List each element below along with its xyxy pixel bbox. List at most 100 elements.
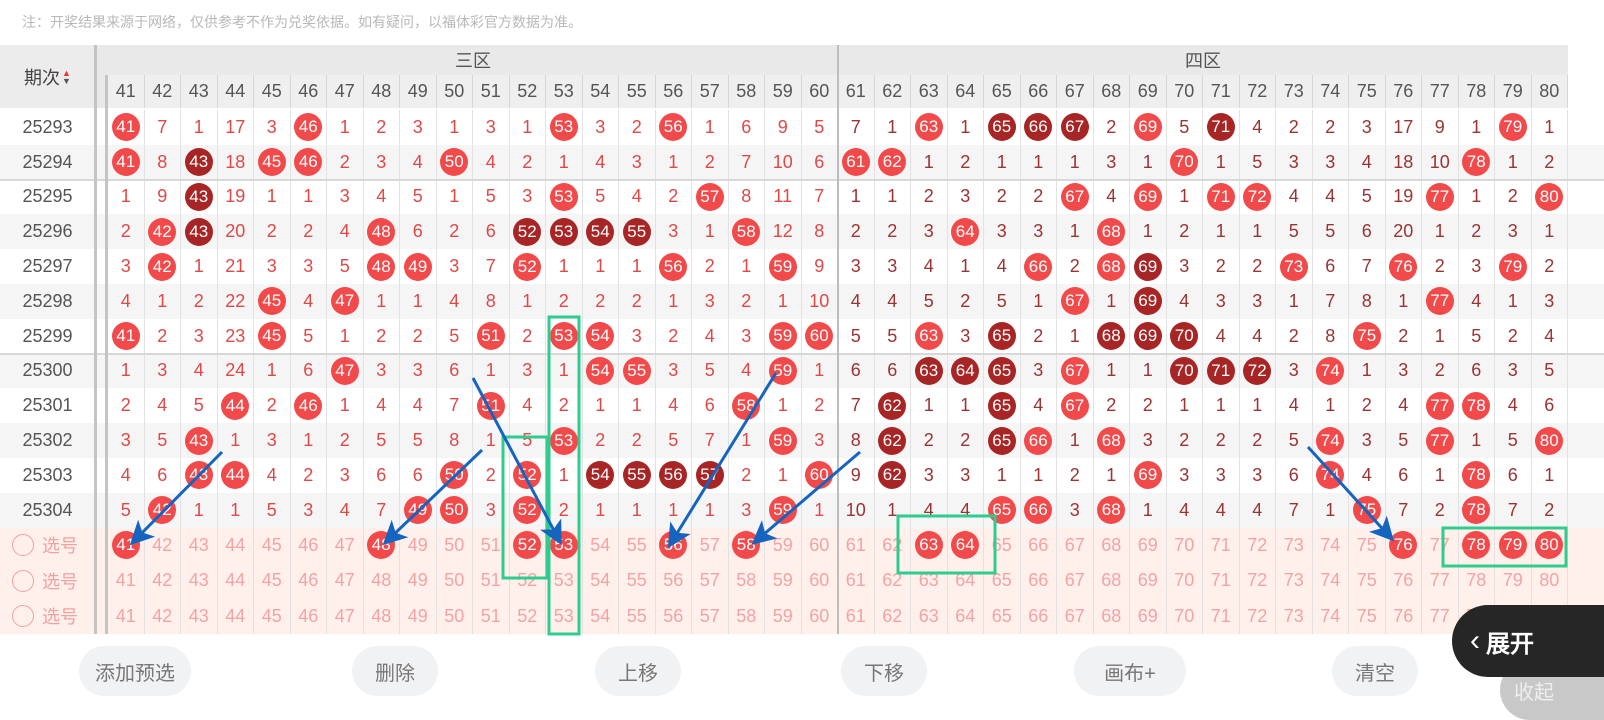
number-picker-cell[interactable]: 51 xyxy=(473,527,510,563)
selected-ball-48[interactable]: 48 xyxy=(367,531,396,560)
number-picker-cell[interactable]: 62 xyxy=(875,598,911,634)
number-picker-cell[interactable]: 79 xyxy=(1495,563,1532,599)
move-down-button[interactable]: 下移 xyxy=(841,646,927,696)
selection-row-toggle[interactable]: 选号 xyxy=(0,563,95,598)
number-picker-cell[interactable]: 76 xyxy=(1386,563,1422,599)
number-picker-cell[interactable]: 42 xyxy=(145,527,181,563)
number-picker-cell[interactable]: 46 xyxy=(291,563,327,599)
number-picker-cell[interactable]: 67 xyxy=(1057,527,1094,563)
number-picker-cell[interactable]: 54 xyxy=(583,527,619,563)
number-picker-cell[interactable]: 60 xyxy=(802,598,838,634)
number-picker-cell[interactable]: 50 xyxy=(437,598,473,634)
number-picker-cell[interactable]: 72 xyxy=(1240,598,1276,634)
number-picker-cell[interactable]: 58 xyxy=(729,563,765,599)
number-picker-cell[interactable]: 55 xyxy=(619,527,656,563)
selected-ball-78[interactable]: 78 xyxy=(1462,531,1491,560)
number-picker-cell[interactable]: 71 xyxy=(1203,598,1240,634)
number-picker-cell[interactable]: 80 xyxy=(1532,563,1568,599)
number-picker-cell[interactable]: 45 xyxy=(254,563,291,599)
number-picker-cell[interactable]: 75 xyxy=(1349,563,1386,599)
number-picker-cell[interactable]: 54 xyxy=(583,598,619,634)
number-picker-cell[interactable]: 63 xyxy=(911,527,948,563)
number-picker-cell[interactable]: 72 xyxy=(1240,527,1276,563)
number-picker-cell[interactable]: 41 xyxy=(108,598,145,634)
number-picker-cell[interactable]: 59 xyxy=(765,598,802,634)
number-picker-cell[interactable]: 52 xyxy=(510,598,546,634)
number-picker-cell[interactable]: 73 xyxy=(1276,527,1313,563)
number-picker-cell[interactable]: 42 xyxy=(145,598,181,634)
selected-ball-80[interactable]: 80 xyxy=(1535,531,1564,560)
number-picker-cell[interactable]: 68 xyxy=(1094,598,1130,634)
number-picker-cell[interactable]: 49 xyxy=(400,563,437,599)
number-picker-cell[interactable]: 54 xyxy=(583,563,619,599)
number-picker-cell[interactable]: 75 xyxy=(1349,527,1386,563)
number-picker-cell[interactable]: 48 xyxy=(364,563,400,599)
number-picker-cell[interactable]: 74 xyxy=(1313,598,1349,634)
number-picker-cell[interactable]: 56 xyxy=(656,563,692,599)
number-picker-cell[interactable]: 58 xyxy=(729,598,765,634)
number-picker-cell[interactable]: 44 xyxy=(218,598,254,634)
number-picker-cell[interactable]: 60 xyxy=(802,563,838,599)
number-picker-cell[interactable]: 48 xyxy=(364,598,400,634)
number-picker-cell[interactable]: 61 xyxy=(838,598,875,634)
number-picker-cell[interactable]: 79 xyxy=(1495,527,1532,563)
number-picker-cell[interactable]: 47 xyxy=(327,598,364,634)
number-picker-cell[interactable]: 70 xyxy=(1167,527,1203,563)
number-picker-cell[interactable]: 69 xyxy=(1130,527,1167,563)
number-picker-cell[interactable]: 77 xyxy=(1422,598,1459,634)
number-picker-cell[interactable]: 44 xyxy=(218,527,254,563)
number-picker-cell[interactable]: 46 xyxy=(291,598,327,634)
number-picker-cell[interactable]: 50 xyxy=(437,563,473,599)
selection-row-toggle[interactable]: 选号 xyxy=(0,528,95,563)
number-picker-cell[interactable]: 51 xyxy=(473,563,510,599)
delete-button[interactable]: 删除 xyxy=(352,646,438,696)
number-picker-cell[interactable]: 52 xyxy=(510,563,546,599)
number-picker-cell[interactable]: 71 xyxy=(1203,527,1240,563)
add-preselect-button[interactable]: 添加预选 xyxy=(79,646,191,696)
number-picker-cell[interactable]: 64 xyxy=(948,527,984,563)
number-picker-cell[interactable]: 70 xyxy=(1167,598,1203,634)
number-picker-cell[interactable]: 57 xyxy=(692,563,729,599)
number-picker-cell[interactable]: 74 xyxy=(1313,563,1349,599)
number-picker-cell[interactable]: 69 xyxy=(1130,563,1167,599)
selected-ball-53[interactable]: 53 xyxy=(549,531,578,560)
issue-column-header[interactable]: 期次 ▲ ▼ xyxy=(0,45,95,108)
number-picker-cell[interactable]: 67 xyxy=(1057,563,1094,599)
radio-icon[interactable] xyxy=(12,569,34,592)
number-picker-cell[interactable]: 78 xyxy=(1459,563,1495,599)
number-picker-cell[interactable]: 49 xyxy=(400,598,437,634)
number-picker-cell[interactable]: 42 xyxy=(145,563,181,599)
number-picker-cell[interactable]: 67 xyxy=(1057,598,1094,634)
number-picker-cell[interactable]: 45 xyxy=(254,598,291,634)
number-picker-cell[interactable]: 74 xyxy=(1313,527,1349,563)
number-picker-cell[interactable]: 65 xyxy=(984,598,1021,634)
number-picker-cell[interactable]: 57 xyxy=(692,598,729,634)
number-picker-cell[interactable]: 57 xyxy=(692,527,729,563)
number-picker-cell[interactable]: 44 xyxy=(218,563,254,599)
number-picker-cell[interactable]: 78 xyxy=(1459,527,1495,563)
number-picker-cell[interactable]: 77 xyxy=(1422,563,1459,599)
number-picker-cell[interactable]: 68 xyxy=(1094,563,1130,599)
number-picker-cell[interactable]: 41 xyxy=(108,527,145,563)
number-picker-cell[interactable]: 72 xyxy=(1240,563,1276,599)
selected-ball-76[interactable]: 76 xyxy=(1389,531,1418,560)
number-picker-cell[interactable]: 55 xyxy=(619,563,656,599)
number-picker-cell[interactable]: 59 xyxy=(765,563,802,599)
number-picker-cell[interactable]: 61 xyxy=(838,563,875,599)
number-picker-cell[interactable]: 53 xyxy=(546,598,583,634)
number-picker-cell[interactable]: 70 xyxy=(1167,563,1203,599)
selected-ball-58[interactable]: 58 xyxy=(732,531,761,560)
number-picker-cell[interactable]: 73 xyxy=(1276,598,1313,634)
selected-ball-56[interactable]: 56 xyxy=(659,531,688,560)
number-picker-cell[interactable]: 50 xyxy=(437,527,473,563)
number-picker-cell[interactable]: 56 xyxy=(656,527,692,563)
number-picker-cell[interactable]: 51 xyxy=(473,598,510,634)
number-picker-cell[interactable]: 63 xyxy=(911,563,948,599)
radio-icon[interactable] xyxy=(12,534,34,557)
selected-ball-64[interactable]: 64 xyxy=(951,531,980,560)
number-picker-cell[interactable]: 61 xyxy=(838,527,875,563)
selected-ball-63[interactable]: 63 xyxy=(914,531,943,560)
number-picker-cell[interactable]: 75 xyxy=(1349,598,1386,634)
radio-icon[interactable] xyxy=(12,605,34,628)
number-picker-cell[interactable]: 56 xyxy=(656,598,692,634)
